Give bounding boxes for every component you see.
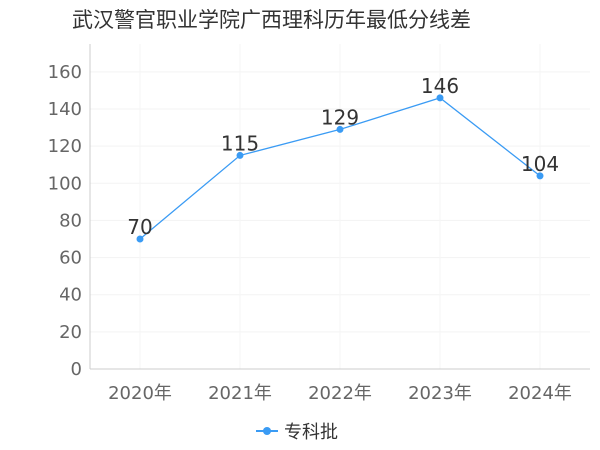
x-tick-label: 2024年: [508, 383, 572, 404]
y-tick-label: 100: [48, 173, 82, 194]
x-tick-label: 2020年: [108, 383, 172, 404]
label-layer: 70 115 129 146 104: [127, 74, 559, 239]
y-tick-label: 80: [59, 210, 82, 231]
y-tick-label: 0: [71, 359, 82, 380]
data-point[interactable]: [436, 94, 444, 102]
data-label: 129: [321, 105, 359, 129]
data-label: 70: [127, 215, 152, 239]
data-label: 146: [421, 74, 459, 98]
data-label: 115: [221, 131, 259, 155]
y-tick-label: 120: [48, 136, 82, 157]
data-label: 104: [521, 152, 559, 176]
y-tick-label: 140: [48, 99, 82, 120]
grid-layer: [90, 44, 590, 370]
legend-marker-icon: [256, 424, 278, 438]
legend[interactable]: 专科批: [256, 418, 338, 444]
x-tick-label: 2021年: [208, 383, 272, 404]
series-layer: [136, 94, 544, 243]
data-point[interactable]: [336, 125, 344, 133]
data-point[interactable]: [236, 151, 244, 159]
axis-layer: 0 20 40 60 80 100 120 140 160 2020年 2021年 2022年 2023…: [48, 44, 590, 404]
x-tick-label: 2023年: [408, 383, 472, 404]
y-tick-label: 20: [59, 322, 82, 343]
data-point[interactable]: [136, 235, 144, 243]
chart-title: 武汉警官职业学院广西理科历年最低分线差: [72, 8, 471, 32]
x-tick-label: 2022年: [308, 383, 372, 404]
y-tick-label: 40: [59, 285, 82, 306]
data-point[interactable]: [536, 172, 544, 180]
legend-label: 专科批: [284, 422, 338, 443]
y-tick-label: 160: [48, 62, 82, 83]
y-tick-label: 60: [59, 248, 82, 269]
